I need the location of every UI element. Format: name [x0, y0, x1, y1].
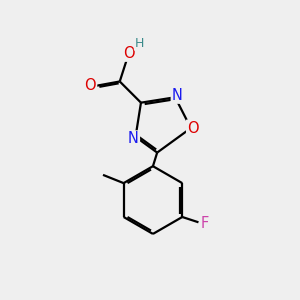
Text: N: N — [128, 131, 139, 146]
Text: F: F — [201, 216, 209, 231]
Text: O: O — [85, 78, 96, 93]
Text: H: H — [135, 37, 144, 50]
Text: N: N — [172, 88, 183, 103]
Text: O: O — [123, 46, 134, 61]
Text: O: O — [187, 121, 199, 136]
